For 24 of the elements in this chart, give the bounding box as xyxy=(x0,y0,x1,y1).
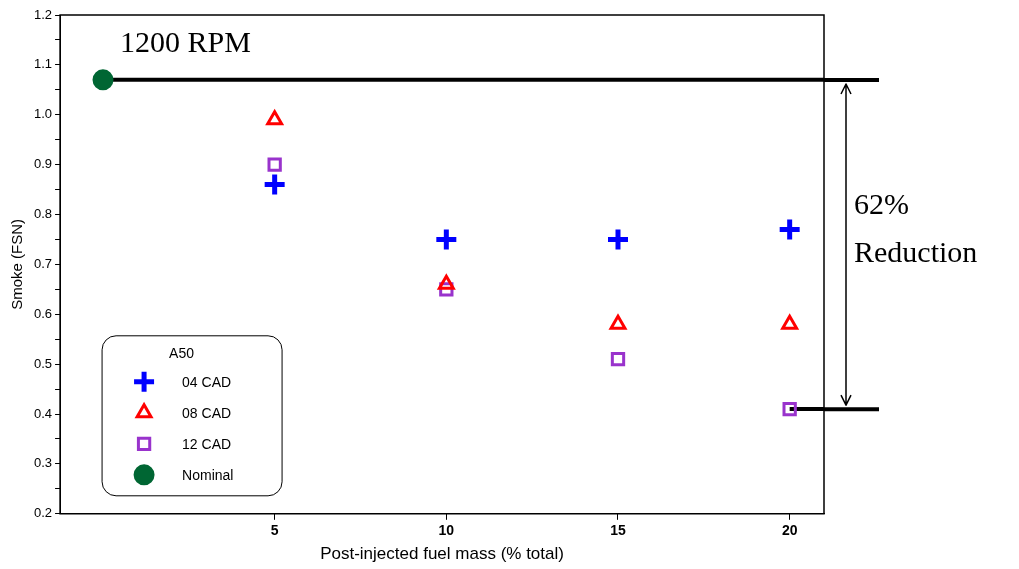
y-tick-label: 1.0 xyxy=(33,106,53,122)
y-tick-label: 0.8 xyxy=(33,206,53,222)
legend-label: 04 CAD xyxy=(182,373,232,390)
y-tick-label: 1.2 xyxy=(33,6,53,22)
y-tick-label: 0.3 xyxy=(33,455,53,471)
legend-label: 12 CAD xyxy=(182,435,232,452)
y-tick-label: 0.2 xyxy=(33,505,53,521)
legend-label: Nominal xyxy=(182,466,234,483)
text: 62% Reduction xyxy=(854,187,978,269)
legend-label: 08 CAD xyxy=(182,404,232,421)
x-tick-label: 5 xyxy=(270,522,279,539)
y-tick-label: 0.4 xyxy=(33,405,53,421)
y-tick-label: 0.5 xyxy=(33,355,53,371)
x-axis-title: Post-injected fuel mass (% total) xyxy=(320,544,564,564)
y-tick-label: 0.6 xyxy=(33,305,53,321)
y-tick-label: 0.9 xyxy=(33,156,53,172)
x-tick-label: 15 xyxy=(610,522,626,539)
x-tick-label: 10 xyxy=(438,522,455,539)
y-axis-title: Smoke (FSN) xyxy=(8,218,26,310)
legend-title: A50 xyxy=(169,344,195,361)
annotation: 1200 RPM xyxy=(120,25,251,58)
y-tick-label: 0.7 xyxy=(33,255,53,271)
x-tick-label: 20 xyxy=(781,522,798,539)
y-tick-label: 1.1 xyxy=(33,56,53,72)
